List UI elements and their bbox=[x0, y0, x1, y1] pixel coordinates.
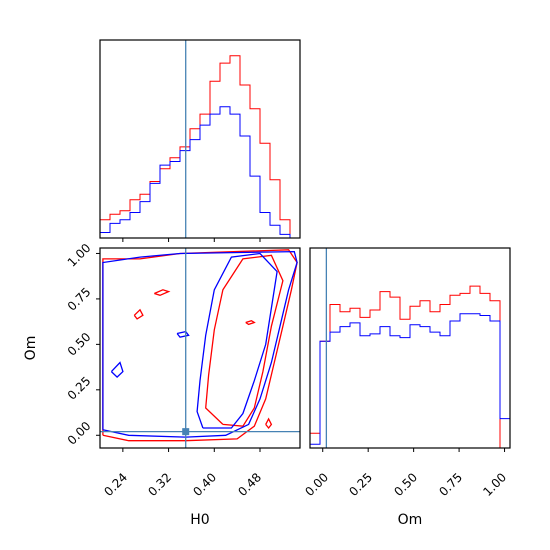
contour-red-outer-0 bbox=[102, 249, 298, 442]
contour-blue-outer-2 bbox=[102, 250, 298, 438]
panel-frame-right bbox=[309, 247, 511, 449]
om-x-tick-label-1: 0.25 bbox=[346, 470, 375, 499]
om-y-axis-label: Om bbox=[23, 336, 39, 361]
om-y-tick-label-1: 0.25 bbox=[65, 374, 94, 403]
h0-tick-label-0: 0.24 bbox=[101, 470, 130, 499]
truth-marker bbox=[182, 428, 190, 436]
om-y-tick-label-3: 0.75 bbox=[65, 285, 94, 314]
contour-blue-island-9 bbox=[176, 330, 190, 338]
h0-x-axis-label: H0 bbox=[190, 512, 209, 528]
om-y-tick-label-0: 0.00 bbox=[65, 419, 94, 448]
om-x-tick-label-2: 0.50 bbox=[391, 470, 420, 499]
contour-red-inner-1 bbox=[205, 254, 284, 427]
h0-tick-label-3: 0.48 bbox=[235, 470, 264, 499]
om-x-tick-label-0: 0.00 bbox=[302, 470, 331, 499]
histogram-series-red bbox=[309, 285, 510, 449]
om-x-tick-label-3: 0.75 bbox=[436, 470, 465, 499]
om-x-tick-label-4: 1.00 bbox=[480, 470, 509, 499]
contour-blue-inner-3 bbox=[196, 252, 278, 429]
om-y-tick-label-4: 1.00 bbox=[65, 241, 94, 270]
om-x-axis-label: Om bbox=[398, 512, 423, 528]
h0-tick-label-2: 0.40 bbox=[190, 470, 219, 499]
histogram-series-red bbox=[99, 55, 300, 239]
histogram-series-blue bbox=[309, 313, 511, 448]
h0-tick-label-1: 0.32 bbox=[145, 470, 174, 499]
contour-red-island-4 bbox=[154, 289, 171, 296]
contour-red-island-5 bbox=[133, 308, 144, 320]
contour-red-island-7 bbox=[265, 417, 273, 430]
contour-blue-island-8 bbox=[110, 361, 124, 378]
histogram-series-blue bbox=[99, 106, 300, 239]
panel-frame-top bbox=[99, 39, 301, 239]
panel-frame-mid bbox=[99, 247, 301, 449]
contour-red-island-6 bbox=[245, 319, 256, 326]
om-y-tick-label-2: 0.50 bbox=[65, 330, 94, 359]
